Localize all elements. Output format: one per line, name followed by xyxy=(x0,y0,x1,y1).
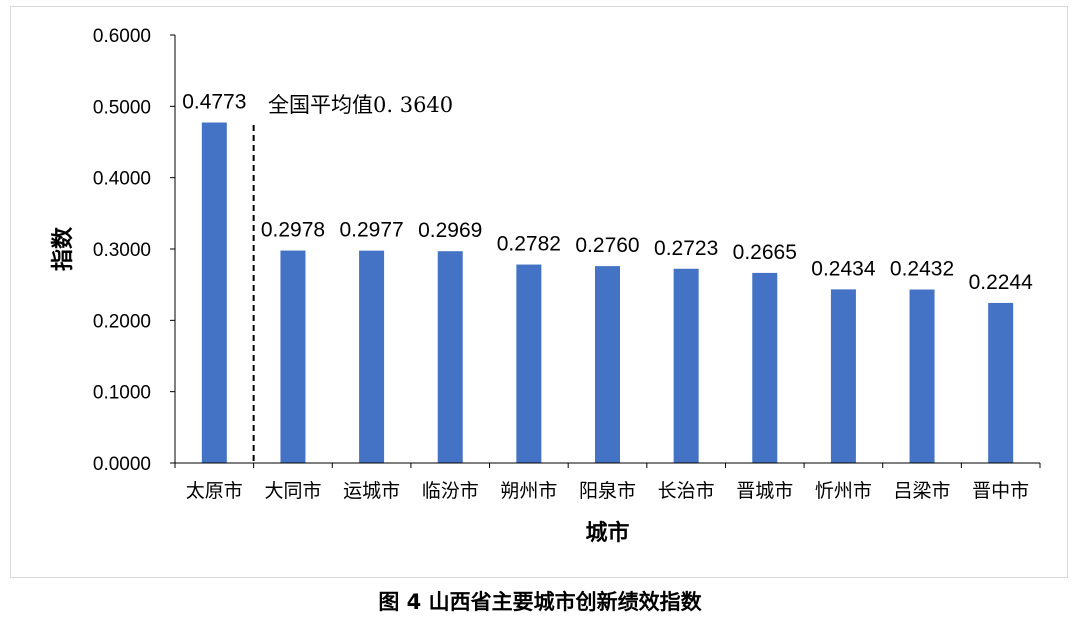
bar xyxy=(988,302,1014,463)
figure-caption: 图 4 山西省主要城市创新绩效指数 xyxy=(378,590,702,614)
data-label: 0.4773 xyxy=(182,91,246,114)
y-tick-label: 0.3000 xyxy=(93,240,151,261)
bar xyxy=(595,266,620,463)
data-label: 0.2760 xyxy=(575,234,639,257)
bar xyxy=(830,289,856,463)
data-labels: 0.4773 0.2978 0.2977 0.2969 0.2782 0.2760 0.27… xyxy=(182,91,1033,294)
y-tick-label: 0.2000 xyxy=(93,311,151,332)
bar xyxy=(280,250,306,463)
x-axis-title: 城市 xyxy=(585,520,629,546)
x-axis-category-labels: 太原市 大同市 运城市 临汾市 朔州市 阳泉市 长治市 晋城市 忻州市 吕梁市 晋中市 xyxy=(186,480,1029,502)
data-label: 0.2782 xyxy=(497,233,561,256)
category-label: 运城市 xyxy=(343,480,400,502)
bar xyxy=(752,272,778,463)
data-label: 0.2977 xyxy=(339,219,403,242)
data-label: 0.2723 xyxy=(654,237,718,260)
y-tick-label: 0.5000 xyxy=(93,97,151,118)
data-label: 0.2432 xyxy=(890,258,954,281)
category-label: 吕梁市 xyxy=(894,480,951,502)
bar xyxy=(437,251,463,463)
bar xyxy=(909,289,935,463)
y-tick-label: 0.4000 xyxy=(93,169,151,190)
bar xyxy=(516,264,542,463)
category-label: 长治市 xyxy=(658,480,715,502)
y-axis-ticks: 0.0000 0.1000 0.2000 0.3000 0.4000 0.5000 0.60… xyxy=(93,26,1041,475)
bar xyxy=(201,122,227,463)
bar xyxy=(673,268,699,463)
y-axis-title: 指数 xyxy=(50,226,76,271)
category-label: 晋城市 xyxy=(736,480,793,502)
category-label: 临汾市 xyxy=(422,480,479,502)
bar xyxy=(359,250,385,463)
category-label: 太原市 xyxy=(186,480,243,502)
data-label: 0.2969 xyxy=(418,219,482,242)
data-label: 0.2244 xyxy=(969,271,1034,294)
bars xyxy=(201,122,1014,463)
category-label: 忻州市 xyxy=(815,480,872,502)
category-label: 朔州市 xyxy=(500,480,557,502)
category-label: 阳泉市 xyxy=(579,480,636,502)
category-label: 大同市 xyxy=(264,480,321,502)
national-average-label: 全国平均值0. 3640 xyxy=(268,93,453,117)
data-label: 0.2978 xyxy=(261,219,325,242)
y-tick-label: 0.0000 xyxy=(93,454,151,475)
y-tick-label: 0.1000 xyxy=(93,383,151,404)
data-label: 0.2434 xyxy=(811,257,876,280)
category-label: 晋中市 xyxy=(972,480,1029,502)
y-tick-label: 0.6000 xyxy=(93,26,151,47)
data-label: 0.2665 xyxy=(733,241,797,264)
